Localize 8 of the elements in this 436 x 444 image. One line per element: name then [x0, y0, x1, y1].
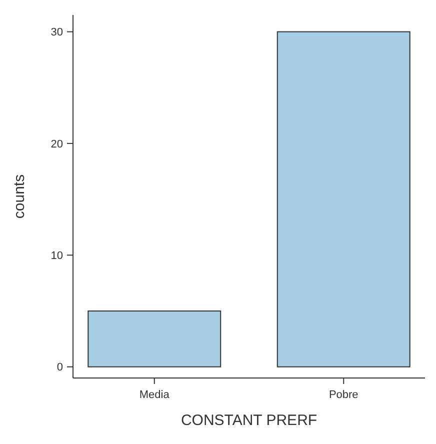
y-tick-label: 20	[50, 138, 63, 150]
y-axis-title: counts	[11, 174, 28, 219]
x-axis-title: CONSTANT PRERF	[180, 412, 318, 429]
x-tick-label: Media	[139, 389, 170, 401]
x-tick-label: Pobre	[328, 389, 358, 401]
y-tick-label: 10	[50, 250, 63, 262]
y-tick-label: 30	[50, 26, 63, 39]
y-tick-label: 0	[56, 362, 63, 374]
